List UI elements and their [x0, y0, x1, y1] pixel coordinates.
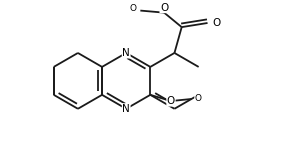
Text: O: O [167, 96, 175, 106]
Text: N: N [122, 48, 130, 58]
Text: O: O [160, 3, 168, 13]
Text: O: O [195, 95, 202, 103]
Text: N: N [122, 104, 130, 114]
Text: O: O [213, 18, 221, 28]
Text: O: O [129, 4, 136, 13]
